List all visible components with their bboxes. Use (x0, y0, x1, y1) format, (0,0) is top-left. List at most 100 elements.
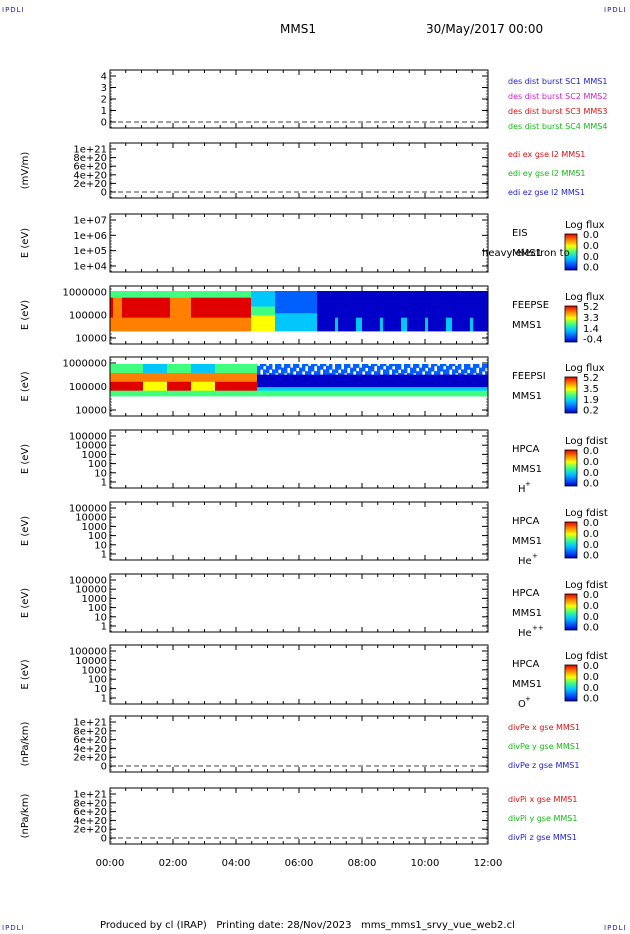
feepsi-spectrogram-cell (302, 374, 306, 377)
feepse-spectrogram-cell (239, 324, 243, 327)
feepse-spectrogram-cell (236, 291, 240, 294)
feepse-spectrogram-cell (125, 308, 129, 312)
feepsi-spectrogram-cell (227, 380, 231, 383)
feepse-spectrogram-cell (392, 295, 396, 299)
feepse-spectrogram-cell (278, 328, 282, 332)
feepsi-spectrogram-cell (263, 364, 267, 367)
feepsi-spectrogram-cell (443, 394, 447, 397)
feepsi-spectrogram-cell (425, 388, 429, 392)
feepse-spectrogram-cell (227, 317, 231, 321)
feepsi-spectrogram-cell (158, 387, 162, 390)
feepse-spectrogram-cell (185, 308, 189, 312)
feepse-spectrogram-cell (419, 299, 423, 303)
feepse-spectrogram-cell (122, 315, 126, 319)
feepsi-spectrogram-cell (134, 381, 138, 384)
feepsi-spectrogram-cell (404, 378, 408, 381)
feepsi-spectrogram-cell (254, 372, 258, 376)
feepse-spectrogram-cell (452, 306, 456, 310)
feepse-spectrogram-cell (182, 306, 186, 310)
feepse-spectrogram-cell (383, 304, 387, 307)
feepsi-spectrogram-cell (194, 380, 198, 383)
feepse-spectrogram-cell (476, 328, 480, 332)
feepsi-spectrogram-cell (194, 371, 198, 374)
feepse-spectrogram-cell (338, 295, 342, 299)
feepse-spectrogram-cell (482, 302, 486, 305)
feepsi-spectrogram-cell (323, 392, 327, 395)
feepsi-spectrogram-cell (380, 390, 384, 393)
feepsi-spectrogram-cell (140, 365, 144, 368)
feepse-spectrogram-cell (266, 317, 270, 321)
edi-legend-entry: edi ez gse l2 MMS1 (508, 188, 585, 197)
feepsi-spectrogram-cell (443, 364, 447, 367)
feepse-spectrogram-cell (218, 308, 222, 312)
feepse-spectrogram-cell (341, 319, 345, 323)
feepse-spectrogram-cell (170, 322, 174, 325)
feepse-spectrogram-cell (125, 295, 129, 299)
feepse-spectrogram-cell (245, 302, 249, 305)
feepsi-spectrogram-cell (485, 394, 489, 397)
feepsi-spectrogram-cell (194, 387, 198, 390)
feepsi-spectrogram-cell (260, 388, 264, 392)
feepse-spectrogram-cell (176, 297, 180, 301)
feepse-spectrogram-cell (356, 319, 360, 323)
feepsi-spectrogram-cell (431, 364, 435, 367)
feepsi-spectrogram-cell (431, 380, 435, 383)
feepse-spectrogram-cell (122, 311, 126, 314)
feepsi-spectrogram-cell (161, 374, 165, 377)
feepsi-spectrogram-cell (275, 371, 279, 374)
feepsi-spectrogram-cell (248, 388, 252, 392)
feepsi-spectrogram-cell (203, 380, 207, 383)
feepsi-spectrogram-cell (245, 390, 249, 393)
feepsi-spectrogram-cell (479, 381, 483, 384)
feepsi-spectrogram-cell (197, 380, 201, 383)
feepsi-spectrogram-cell (218, 392, 222, 395)
feepse-spectrogram-cell (401, 297, 405, 301)
feepse-spectrogram-cell (197, 319, 201, 323)
feepsi-spectrogram-cell (464, 383, 468, 386)
feepse-spectrogram-cell (170, 297, 174, 301)
feepse-spectrogram-cell (314, 291, 318, 294)
feepse-spectrogram-cell (218, 326, 222, 330)
feepsi-spectrogram-cell (203, 394, 207, 397)
feepse-spectrogram-cell (332, 313, 336, 316)
feepsi-spectrogram-cell (335, 394, 339, 397)
feepse-spectrogram-cell (257, 328, 261, 332)
feepse-spectrogram-cell (419, 315, 423, 319)
feepse-spectrogram-cell (254, 293, 258, 296)
feepsi-spectrogram-cell (464, 387, 468, 390)
feepsi-spectrogram-cell (230, 376, 234, 379)
feepsi-spectrogram-cell (338, 365, 342, 368)
feepsi-spectrogram-cell (209, 381, 213, 384)
feepsi-spectrogram-cell (308, 387, 312, 390)
feepse-spectrogram-cell (431, 324, 435, 327)
feepse-spectrogram-cell (425, 297, 429, 301)
feepsi-spectrogram-cell (215, 388, 219, 392)
feepse-spectrogram-cell (269, 293, 273, 296)
feepse-colorbar-tick: 3.3 (583, 313, 599, 324)
feepse-spectrogram-cell (452, 308, 456, 312)
feepse-spectrogram-cell (170, 328, 174, 332)
feepsi-spectrogram-cell (305, 376, 309, 379)
feepse-spectrogram-cell (410, 315, 414, 319)
feepse-ylabel: E (eV) (20, 300, 31, 330)
feepsi-spectrogram-cell (230, 390, 234, 393)
feepse-spectrogram-cell (122, 324, 126, 327)
feepse-spectrogram-cell (452, 326, 456, 330)
feepse-spectrogram-cell (161, 317, 165, 321)
feepsi-spectrogram-cell (182, 365, 186, 368)
feepse-spectrogram-cell (431, 297, 435, 301)
feepse-spectrogram-cell (371, 293, 375, 296)
feepsi-spectrogram-cell (308, 394, 312, 397)
feepse-spectrogram-cell (188, 328, 192, 332)
feepse-spectrogram-cell (203, 317, 207, 321)
feepsi-spectrogram-cell (113, 394, 117, 397)
feepsi-spectrogram-cell (164, 388, 168, 392)
feepsi-spectrogram-cell (335, 390, 339, 393)
feepsi-spectrogram-cell (395, 365, 399, 368)
feepse-spectrogram-cell (227, 313, 231, 316)
feepse-spectrogram-cell (143, 326, 147, 330)
feepse-spectrogram-cell (452, 299, 456, 303)
feepse-spectrogram-cell (182, 295, 186, 299)
feepse-spectrogram-cell (344, 295, 348, 299)
feepse-spectrogram-cell (320, 306, 324, 310)
